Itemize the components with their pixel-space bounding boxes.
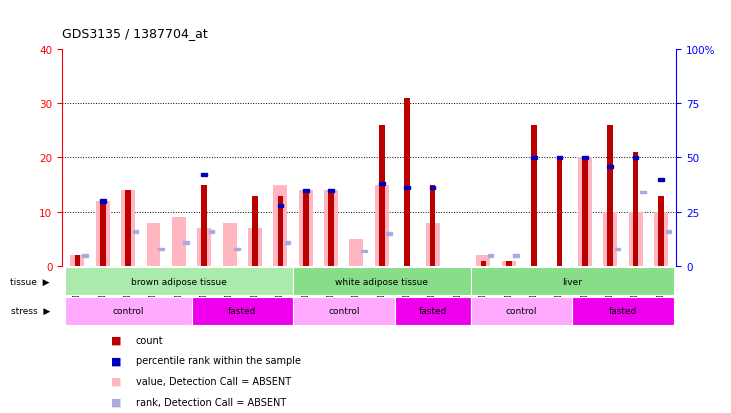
Text: control: control [113, 306, 144, 316]
Bar [654, 212, 668, 267]
Bar [197, 229, 211, 267]
Bar [64, 297, 192, 325]
Bar [430, 185, 436, 267]
Text: ■: ■ [111, 335, 122, 345]
Bar [665, 231, 671, 233]
Bar [293, 297, 395, 325]
Bar [477, 256, 491, 267]
Bar [506, 261, 512, 267]
Bar [192, 297, 293, 325]
Bar [158, 248, 164, 250]
Bar [209, 231, 214, 233]
Bar [328, 189, 334, 192]
Bar [387, 233, 392, 235]
Bar [303, 189, 308, 192]
Bar [557, 157, 562, 159]
Text: brown adipose tissue: brown adipose tissue [131, 277, 227, 286]
Bar [471, 267, 674, 296]
Text: tissue  ▶: tissue ▶ [10, 277, 50, 286]
Bar [273, 185, 287, 267]
Bar [582, 158, 588, 267]
Bar [96, 202, 110, 267]
Bar [375, 185, 389, 267]
Bar [557, 158, 562, 267]
Bar [293, 267, 471, 296]
Text: control: control [506, 306, 537, 316]
Bar [480, 261, 486, 267]
Text: fasted: fasted [609, 306, 637, 316]
Bar [132, 231, 138, 233]
Bar [603, 212, 617, 267]
Bar [658, 196, 664, 267]
Bar [633, 153, 638, 267]
Bar [430, 187, 436, 190]
Text: fasted: fasted [228, 306, 257, 316]
Bar [70, 256, 84, 267]
Bar [303, 191, 308, 267]
Bar [75, 256, 80, 267]
Text: percentile rank within the sample: percentile rank within the sample [136, 356, 301, 366]
Text: count: count [136, 335, 164, 345]
Bar [202, 185, 207, 267]
Bar [629, 212, 643, 267]
Bar [100, 202, 105, 267]
Bar [252, 196, 258, 267]
Bar [572, 297, 674, 325]
Bar [285, 242, 290, 244]
Bar [64, 267, 293, 296]
Bar [100, 200, 105, 203]
Bar [395, 297, 471, 325]
Bar [379, 126, 385, 267]
Text: rank, Detection Call = ABSENT: rank, Detection Call = ABSENT [136, 396, 286, 406]
Bar [531, 126, 537, 267]
Bar [633, 157, 638, 159]
Bar [234, 248, 240, 250]
Text: ■: ■ [111, 396, 122, 406]
Text: white adipose tissue: white adipose tissue [336, 277, 428, 286]
Text: liver: liver [562, 277, 582, 286]
Bar [607, 165, 613, 168]
Bar [513, 254, 519, 257]
Bar [607, 126, 613, 267]
Bar [404, 187, 410, 190]
Bar [640, 192, 645, 194]
Bar [501, 261, 515, 267]
Bar [488, 254, 493, 257]
Text: control: control [328, 306, 360, 316]
Bar [349, 240, 363, 267]
Bar [582, 157, 588, 159]
Bar [577, 158, 592, 267]
Bar [172, 218, 186, 267]
Bar [223, 223, 237, 267]
Bar [299, 191, 313, 267]
Text: fasted: fasted [418, 306, 447, 316]
Bar [202, 174, 207, 177]
Bar [121, 191, 135, 267]
Bar [361, 250, 367, 253]
Bar [278, 204, 283, 207]
Bar [248, 229, 262, 267]
Bar [379, 183, 385, 186]
Bar [125, 191, 131, 267]
Text: ■: ■ [111, 356, 122, 366]
Text: GDS3135 / 1387704_at: GDS3135 / 1387704_at [62, 27, 208, 40]
Bar [404, 98, 410, 267]
Text: ■: ■ [111, 376, 122, 386]
Bar [531, 157, 537, 159]
Bar [658, 178, 664, 181]
Bar [425, 223, 439, 267]
Bar [146, 223, 161, 267]
Bar [471, 297, 572, 325]
Bar [183, 242, 189, 244]
Bar [324, 191, 338, 267]
Text: value, Detection Call = ABSENT: value, Detection Call = ABSENT [136, 376, 291, 386]
Bar [278, 196, 283, 267]
Bar [615, 248, 621, 250]
Bar [82, 254, 88, 257]
Text: stress  ▶: stress ▶ [11, 306, 50, 316]
Bar [328, 191, 334, 267]
